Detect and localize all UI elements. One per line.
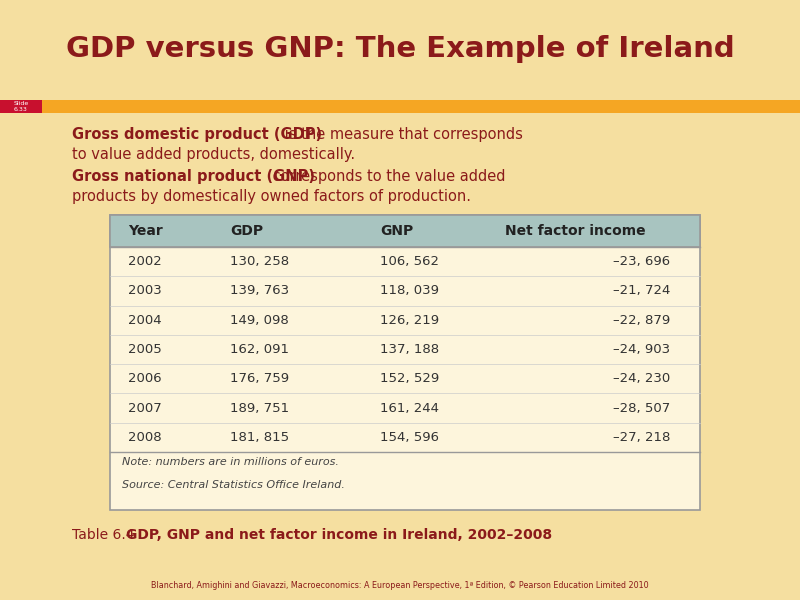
Text: Slide
6.33: Slide 6.33 [14, 101, 29, 112]
Text: Gross domestic product (GDP): Gross domestic product (GDP) [72, 127, 322, 142]
Bar [0, 100, 800, 113]
Text: 161, 244: 161, 244 [380, 401, 439, 415]
Text: GDP versus GNP: The Example of Ireland: GDP versus GNP: The Example of Ireland [66, 35, 734, 63]
Text: 137, 188: 137, 188 [380, 343, 439, 356]
Text: Gross national product (GNP): Gross national product (GNP) [72, 169, 315, 184]
Text: 176, 759: 176, 759 [230, 372, 289, 385]
Text: Note: numbers are in millions of euros.: Note: numbers are in millions of euros. [122, 457, 339, 467]
Text: GDP: GDP [230, 224, 263, 238]
Bar [110, 215, 700, 247]
Text: Net factor income: Net factor income [505, 224, 646, 238]
Text: products by domestically owned factors of production.: products by domestically owned factors o… [72, 189, 471, 204]
Text: 118, 039: 118, 039 [380, 284, 439, 298]
Text: –28, 507: –28, 507 [613, 401, 670, 415]
Text: –27, 218: –27, 218 [613, 431, 670, 444]
Text: Year: Year [128, 224, 162, 238]
Text: –24, 230: –24, 230 [613, 372, 670, 385]
Text: 154, 596: 154, 596 [380, 431, 439, 444]
Text: –24, 903: –24, 903 [613, 343, 670, 356]
Text: 2004: 2004 [128, 314, 162, 327]
Bar [0, 100, 42, 113]
Text: 2002: 2002 [128, 255, 162, 268]
Text: is the measure that corresponds: is the measure that corresponds [280, 127, 523, 142]
Text: Source: Central Statistics Office Ireland.: Source: Central Statistics Office Irelan… [122, 480, 345, 490]
Text: 130, 258: 130, 258 [230, 255, 289, 268]
Text: –22, 879: –22, 879 [613, 314, 670, 327]
Text: –23, 696: –23, 696 [613, 255, 670, 268]
Text: GNP: GNP [380, 224, 414, 238]
Text: 2003: 2003 [128, 284, 162, 298]
Text: 189, 751: 189, 751 [230, 401, 289, 415]
Text: to value added products, domestically.: to value added products, domestically. [72, 147, 355, 162]
Text: 2006: 2006 [128, 372, 162, 385]
Text: 139, 763: 139, 763 [230, 284, 289, 298]
Text: 181, 815: 181, 815 [230, 431, 289, 444]
Text: 2008: 2008 [128, 431, 162, 444]
Text: GDP, GNP and net factor income in Ireland, 2002–2008: GDP, GNP and net factor income in Irelan… [126, 528, 552, 542]
Text: 126, 219: 126, 219 [380, 314, 439, 327]
Text: 106, 562: 106, 562 [380, 255, 439, 268]
Text: 152, 529: 152, 529 [380, 372, 439, 385]
Text: Table 6.4: Table 6.4 [72, 528, 134, 542]
Text: Blanchard, Amighini and Giavazzi, Macroeconomics: A European Perspective, 1ª Edi: Blanchard, Amighini and Giavazzi, Macroe… [151, 581, 649, 590]
Bar [110, 215, 700, 510]
Text: 2005: 2005 [128, 343, 162, 356]
Text: –21, 724: –21, 724 [613, 284, 670, 298]
Text: 2007: 2007 [128, 401, 162, 415]
Text: 162, 091: 162, 091 [230, 343, 289, 356]
Text: corresponds to the value added: corresponds to the value added [268, 169, 506, 184]
Text: 149, 098: 149, 098 [230, 314, 289, 327]
